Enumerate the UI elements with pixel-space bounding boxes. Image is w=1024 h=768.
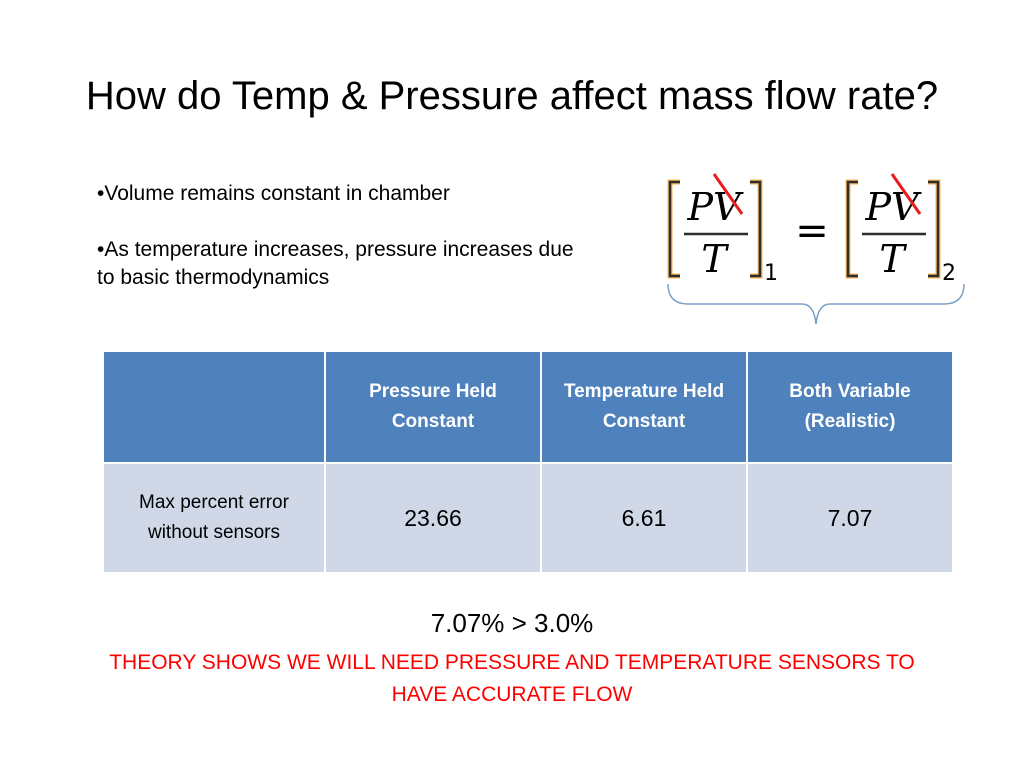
left-denominator: T: [701, 237, 729, 281]
cell-both-variable: 7.07: [746, 462, 954, 574]
bullet-volume: •Volume remains constant in chamber: [97, 182, 450, 205]
right-close-bracket: [928, 180, 940, 278]
equation-right-term: PV T 2: [845, 173, 956, 286]
right-open-bracket: [846, 180, 858, 278]
comparison-result: 7.07% > 3.0%: [430, 608, 594, 638]
left-close-bracket-highlight: [750, 179, 763, 279]
slide-title: How do Temp & Pressure affect mass flow …: [85, 74, 939, 118]
left-close-bracket: [750, 180, 762, 278]
cell-temperature-constant: 6.61: [540, 462, 748, 574]
table-header-empty: [102, 350, 326, 464]
right-subscript: 2: [942, 261, 956, 286]
left-bracket-highlight: [667, 179, 680, 279]
bullet-temperature: •As temperature increases, pressure incr…: [97, 238, 574, 289]
conclusion-text: THEORY SHOWS WE WILL NEED PRESSURE AND T…: [109, 651, 915, 706]
right-bracket-highlight: [845, 179, 858, 279]
equals-sign: =: [795, 208, 829, 254]
left-open-bracket: [668, 180, 680, 278]
bullet-list: •Volume remains constant in chamber •As …: [97, 180, 577, 292]
right-numerator: PV: [864, 185, 922, 229]
row-label: Max percent error without sensors: [102, 462, 326, 574]
equation-left-term: PV T 1: [667, 173, 778, 286]
table-header-both-variable: Both Variable (Realistic): [746, 350, 954, 464]
underbrace: [667, 283, 965, 325]
right-strike-mark: [890, 173, 922, 215]
table-header-pressure-constant: Pressure Held Constant: [324, 350, 542, 464]
right-denominator: T: [879, 237, 907, 281]
table-header-temperature-constant: Temperature Held Constant: [540, 350, 748, 464]
table-header-row: Pressure Held Constant Temperature Held …: [102, 350, 954, 464]
table-row: Max percent error without sensors 23.66 …: [102, 462, 954, 574]
right-close-bracket-highlight: [928, 179, 941, 279]
left-numerator: PV: [686, 185, 744, 229]
ideal-gas-equation: PV T 1 = PV T 2: [667, 173, 965, 325]
cell-pressure-constant: 23.66: [324, 462, 542, 574]
left-strike-mark: [712, 173, 744, 215]
left-subscript: 1: [764, 261, 778, 286]
error-table: Pressure Held Constant Temperature Held …: [102, 350, 954, 574]
